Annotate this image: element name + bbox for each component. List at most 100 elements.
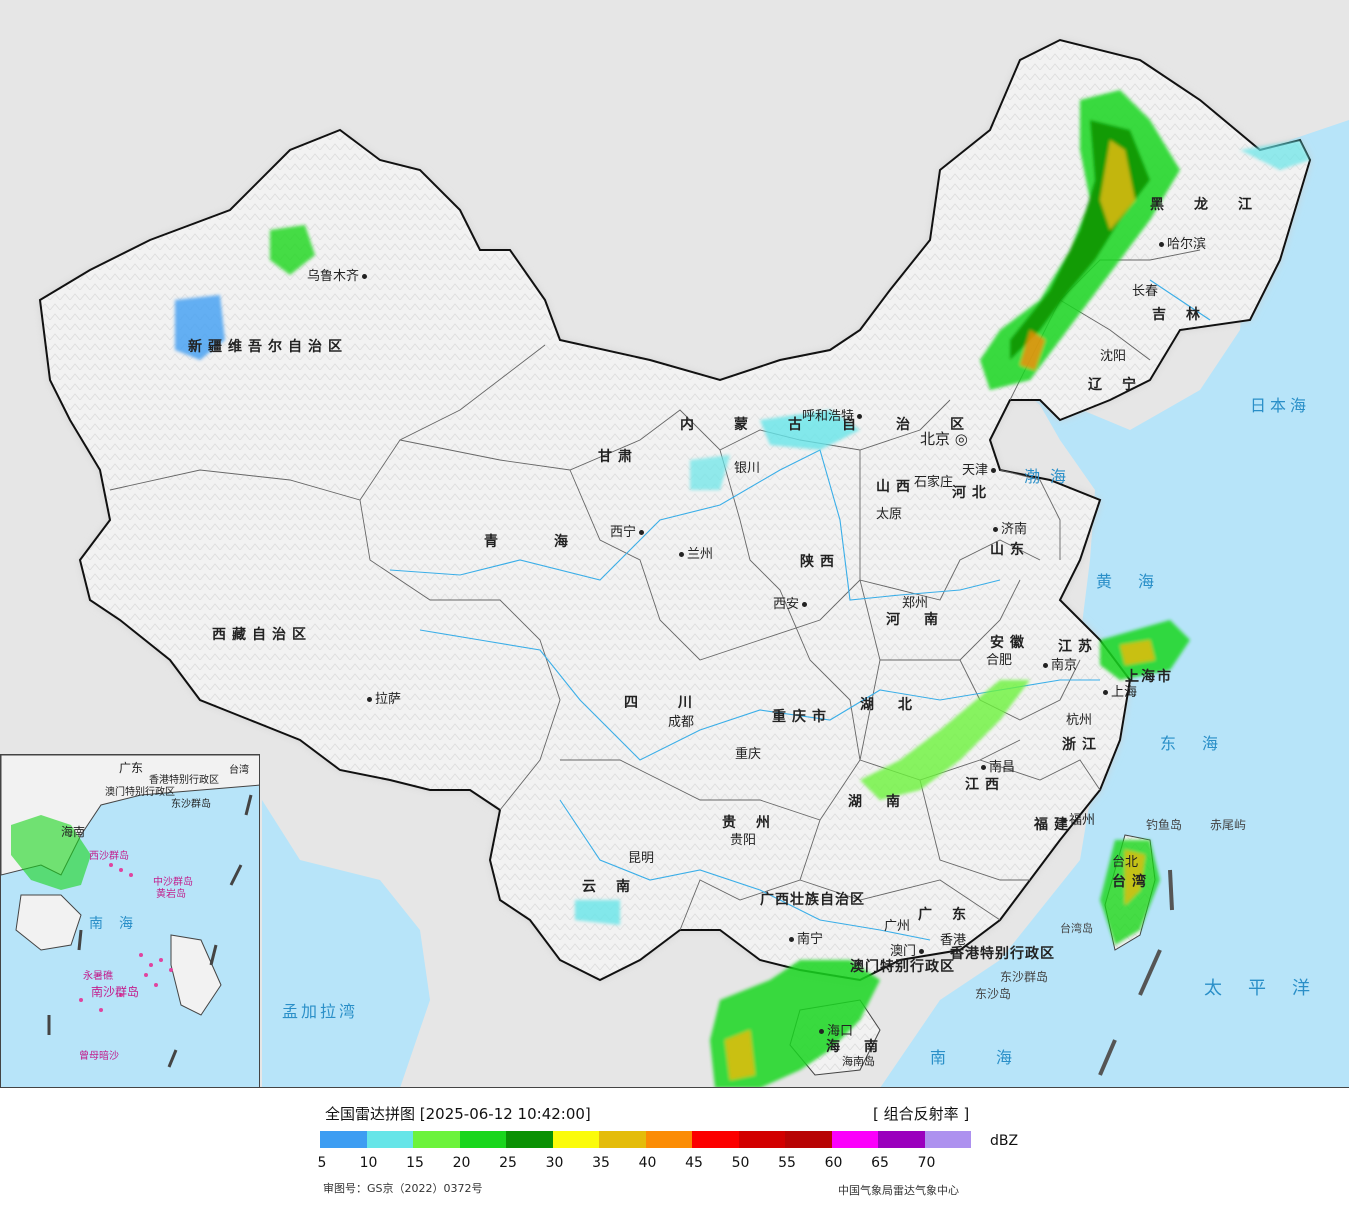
province-label: 甘肃 — [598, 449, 638, 465]
scale-tick-label: 10 — [359, 1155, 378, 1171]
color-swatch — [506, 1131, 553, 1148]
scale-tick-label: 55 — [778, 1155, 796, 1171]
sea-label: 南海 — [930, 1048, 1063, 1067]
scale-tick-label: 5 — [317, 1155, 327, 1171]
radar-map: 新疆维吾尔自治区 西藏自治区 青海 甘肃 内蒙古自治区 陕西 山西 河北 山东 … — [0, 38, 1349, 1088]
province-label: 澳门特别行政区 — [850, 959, 955, 975]
city-label: 成都 — [668, 715, 695, 730]
color-swatch — [320, 1131, 367, 1148]
scale-tick-label: 65 — [871, 1155, 889, 1171]
province-label: 湖北 — [860, 697, 936, 713]
province-label: 四川 — [624, 695, 732, 711]
scale-tick-label: 35 — [592, 1155, 610, 1171]
city-label: 南京 — [1040, 659, 1077, 673]
color-swatch — [413, 1131, 460, 1148]
province-label: 青海 — [484, 534, 624, 550]
city-dot-icon — [981, 765, 986, 770]
bay-of-bengal — [262, 800, 430, 1087]
inset-label: 曾母暗沙 — [79, 1051, 119, 1062]
city-label: 太原 — [876, 507, 903, 522]
province-label: 海南 — [826, 1039, 902, 1055]
city-label: 哈尔滨 — [1156, 238, 1206, 252]
city-dot-icon — [991, 468, 997, 473]
city-dot-icon — [789, 937, 794, 942]
color-swatch — [878, 1131, 925, 1148]
scale-tick-label: 50 — [731, 1155, 750, 1171]
province-label: 山西 — [876, 479, 916, 495]
city-label: 福州 — [1058, 814, 1095, 828]
city-label: 澳门 — [890, 945, 927, 959]
color-scale — [320, 1131, 971, 1148]
province-label: 安徽 — [990, 635, 1030, 651]
inset-label: 黄岩岛 — [156, 889, 186, 900]
map-review-number: 审图号：GS京（2022）0372号 — [323, 1182, 483, 1195]
city-label: 重庆 — [735, 747, 762, 762]
city-label: 南宁 — [786, 933, 823, 947]
inset-label: 西沙群岛 — [89, 851, 129, 862]
color-swatch — [366, 1131, 413, 1148]
city-label: 兰州 — [676, 548, 713, 562]
province-label: 湖南 — [848, 794, 924, 810]
city-label: 广州 — [884, 919, 911, 934]
scale-tick-label: 30 — [545, 1155, 564, 1171]
city-label: 西宁 — [610, 526, 647, 540]
color-swatch — [738, 1131, 785, 1148]
inset-label: 南沙群岛 — [91, 985, 140, 999]
inset-canvas — [1, 755, 259, 1068]
scale-tick-label: 20 — [452, 1155, 471, 1171]
province-label: 台湾 — [1112, 874, 1152, 890]
map-canvas — [38, 38, 1349, 1087]
province-label: 西藏自治区 — [212, 627, 312, 643]
city-label: 香港 — [940, 933, 967, 948]
province-label: 香港特别行政区 — [950, 946, 1055, 962]
radar-echoes — [175, 90, 1310, 1087]
scale-tick-label: 25 — [499, 1155, 517, 1171]
province-label: 云南 — [582, 879, 650, 895]
capital-star-icon: ◎ — [954, 430, 968, 448]
province-label: 河南 — [886, 612, 962, 628]
inset-label: 永暑礁 — [83, 971, 113, 982]
color-swatch — [599, 1131, 646, 1148]
inset-label: 中沙群岛 — [153, 877, 193, 888]
inset-label: 香港特别行政区 — [149, 775, 219, 786]
south-china-sea-inset: 南海 中沙群岛 黄岩岛 南沙群岛 永暑礁 曾母暗沙 西沙群岛 广东 海南 香港特… — [0, 754, 260, 1087]
province-label: 贵州 — [722, 815, 790, 831]
province-label: 新疆维吾尔自治区 — [188, 339, 348, 355]
city-label: 上海 — [1100, 686, 1137, 700]
inset-label: 广东 — [119, 761, 144, 775]
city-label: 乌鲁木齐 — [307, 270, 370, 284]
city-label: 合肥 — [986, 653, 1013, 668]
scale-tick-label: 45 — [685, 1155, 703, 1171]
scale-tick-label: 60 — [824, 1155, 843, 1171]
maritime-boundary — [1098, 869, 1174, 1076]
city-dot-icon — [1159, 242, 1164, 247]
city-dot-icon — [993, 527, 998, 532]
island-label: 赤尾屿 — [1210, 818, 1247, 832]
city-label: 贵阳 — [730, 833, 757, 848]
sea-label: 东海 — [1160, 734, 1245, 753]
city-label: 石家庄 — [914, 475, 954, 490]
city-label: 昆明 — [628, 851, 655, 866]
province-label: 广东 — [918, 907, 986, 923]
china-landmass — [38, 38, 1312, 982]
city-dot-icon — [819, 1029, 824, 1034]
city-label: 天津 — [962, 464, 999, 478]
legend-title: 全国雷达拼图 [2025-06-12 10:42:00] — [325, 1105, 591, 1123]
city-dot-icon — [639, 530, 645, 535]
city-dot-icon — [367, 697, 372, 702]
inset-label: 东沙群岛 — [171, 799, 211, 810]
city-dot-icon — [1103, 690, 1108, 695]
city-dot-icon — [857, 414, 863, 419]
city-label-capital: 北京 ◎ — [920, 430, 968, 448]
color-swatch — [459, 1131, 506, 1148]
city-label: 海口 — [816, 1025, 853, 1039]
sea-label: 孟加拉湾 — [282, 1002, 359, 1021]
city-label: 济南 — [990, 523, 1027, 537]
product-type: [ 组合反射率 ] — [873, 1105, 970, 1123]
city-label: 南昌 — [978, 761, 1015, 775]
legend-panel: 全国雷达拼图 [2025-06-12 10:42:00] [ 组合反射率 ] d… — [0, 1088, 1349, 1208]
color-swatch — [831, 1131, 878, 1148]
city-label: 呼和浩特 — [802, 410, 865, 424]
color-swatch — [645, 1131, 692, 1148]
province-label: 陕西 — [800, 554, 840, 570]
